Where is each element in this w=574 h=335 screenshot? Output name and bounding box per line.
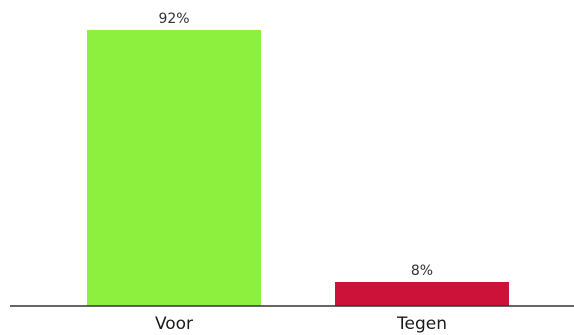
bars-group — [87, 30, 509, 306]
category-label-voor: Voor — [155, 314, 193, 334]
bar-tegen — [335, 282, 509, 306]
value-label-tegen: 8% — [411, 263, 433, 279]
category-label-tegen: Tegen — [396, 314, 447, 334]
category-labels-group: Voor Tegen — [155, 314, 447, 334]
value-label-voor: 92% — [158, 11, 189, 27]
bar-voor — [87, 30, 261, 306]
value-labels-group: 92% 8% — [158, 11, 433, 279]
